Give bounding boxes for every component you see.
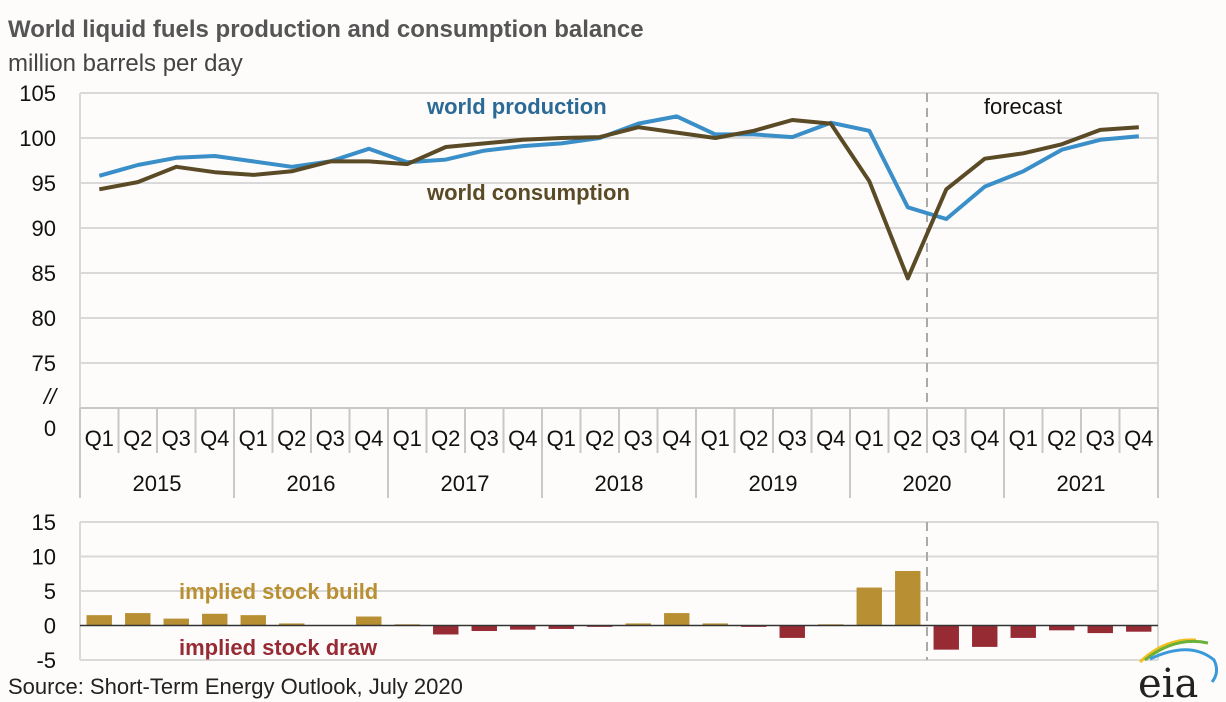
eia-logo: eia: [1138, 638, 1219, 702]
chart-title: World liquid fuels production and consum…: [8, 16, 644, 43]
x-tick-label-year: 2015: [133, 471, 182, 496]
stock-draw-bar: [779, 625, 805, 638]
y-tick-label: 0: [44, 614, 56, 639]
x-tick-label-quarter: Q3: [778, 426, 807, 451]
x-tick-label-year: 2020: [903, 471, 952, 496]
x-tick-label-quarter: Q4: [354, 426, 383, 451]
y-tick-label: 80: [32, 306, 56, 331]
stock-build-bar: [202, 613, 228, 626]
stock-draw-bar: [1010, 625, 1036, 638]
x-tick-label-quarter: Q4: [1124, 426, 1153, 451]
x-tick-label-year: 2016: [287, 471, 336, 496]
x-tick-label-quarter: Q2: [431, 426, 460, 451]
x-tick-label-quarter: Q1: [547, 426, 576, 451]
x-tick-label-year: 2021: [1057, 471, 1106, 496]
y-tick-label: 90: [32, 216, 56, 241]
upper-gridlines: [79, 92, 1159, 409]
stock-draw-bar: [1049, 625, 1075, 631]
lower-gridlines: [79, 521, 1159, 661]
build-label: implied stock build: [179, 579, 378, 604]
stock-build-bar: [279, 623, 305, 626]
y-tick-label: 85: [32, 261, 56, 286]
y-tick-label: 5: [44, 579, 56, 604]
x-tick-label-quarter: Q4: [200, 426, 229, 451]
x-tick-label-quarter: Q2: [277, 426, 306, 451]
stock-build-bar: [86, 615, 112, 626]
stock-draw-bar: [433, 625, 459, 635]
x-tick-label-quarter: Q1: [855, 426, 884, 451]
y-tick-label: -5: [36, 648, 56, 673]
upper-y-axis-ticks: 105 100 95 90 85 80 75 // 0: [19, 81, 58, 441]
stock-draw-bar: [1087, 625, 1113, 634]
stock-draw-bar: [1126, 625, 1152, 632]
logo-swoosh-blue: [1149, 648, 1219, 683]
production-label: world production: [426, 94, 607, 119]
x-tick-label-year: 2018: [595, 471, 644, 496]
y-tick-label: 0: [44, 416, 56, 441]
x-axis: Q1 Q2 Q3 Q4 Q1 Q2 Q3 Q4 Q1 Q2 Q3 Q4 Q1 Q2 Q3 Q4 Q1 Q2 Q3 Q4…: [79, 408, 1159, 498]
source-note: Source: Short-Term Energy Outlook, July …: [8, 674, 463, 699]
x-tick-label-quarter: Q4: [970, 426, 999, 451]
logo-swoosh-green: [1144, 639, 1209, 662]
x-tick-label-quarter: Q2: [893, 426, 922, 451]
logo-text: eia: [1138, 661, 1198, 702]
x-tick-label-quarter: Q3: [162, 426, 191, 451]
x-tick-label-quarter: Q3: [316, 426, 345, 451]
x-tick-label-quarter: Q4: [662, 426, 691, 451]
x-tick-label-year: 2017: [441, 471, 490, 496]
y-tick-label: 10: [32, 545, 56, 570]
x-tick-label-quarter: Q1: [701, 426, 730, 451]
forecast-divider: forecast: [926, 93, 1062, 660]
x-tick-label-quarter: Q2: [585, 426, 614, 451]
stock-build-bar: [356, 616, 382, 626]
stock-draw-bar: [933, 625, 959, 650]
x-tick-label-quarter: Q2: [123, 426, 152, 451]
y-tick-label: 75: [32, 351, 56, 376]
forecast-label: forecast: [984, 94, 1062, 119]
stock-build-bar: [625, 623, 651, 626]
stock-build-bar: [856, 587, 882, 626]
x-tick-label-quarter: Q4: [816, 426, 845, 451]
stock-change-bars: [80, 570, 1158, 650]
consumption-line: [98, 118, 1139, 281]
x-tick-label-quarter: Q3: [470, 426, 499, 451]
logo-swoosh-yellow: [1138, 638, 1197, 664]
stock-build-bar: [240, 615, 266, 626]
y-tick-label: 100: [19, 126, 56, 151]
y-tick-label: 95: [32, 171, 56, 196]
x-tick-label-quarter: Q2: [1047, 426, 1076, 451]
stock-build-bar: [895, 570, 921, 626]
consumption-label: world consumption: [426, 180, 630, 205]
stock-build-bar: [702, 623, 728, 626]
stock-build-bar: [125, 613, 151, 626]
x-tick-label-quarter: Q3: [1086, 426, 1115, 451]
stock-draw-bar: [510, 625, 536, 630]
x-tick-label-quarter: Q4: [508, 426, 537, 451]
x-tick-label-quarter: Q2: [739, 426, 768, 451]
stock-draw-bar: [548, 625, 574, 629]
stock-build-bar: [163, 618, 189, 626]
chart-subtitle: million barrels per day: [8, 50, 243, 77]
x-tick-label-quarter: Q1: [239, 426, 268, 451]
draw-label: implied stock draw: [179, 635, 378, 660]
x-tick-label-quarter: Q1: [1009, 426, 1038, 451]
stock-build-bar: [664, 613, 690, 626]
y-tick-label: 15: [32, 510, 56, 535]
stock-draw-bar: [972, 625, 998, 647]
x-tick-label-quarter: Q1: [85, 426, 114, 451]
y-tick-label: 105: [19, 81, 56, 106]
inline-labels: world production world consumption implied…: [179, 94, 630, 660]
lower-y-axis-ticks: 15 10 5 0 -5: [32, 510, 56, 673]
x-tick-label-quarter: Q3: [932, 426, 961, 451]
series-lines: [98, 114, 1139, 281]
x-tick-label-quarter: Q3: [624, 426, 653, 451]
stock-draw-bar: [471, 625, 497, 632]
axis-break-label: //: [42, 384, 58, 409]
x-tick-label-quarter: Q1: [393, 426, 422, 451]
x-tick-label-year: 2019: [749, 471, 798, 496]
